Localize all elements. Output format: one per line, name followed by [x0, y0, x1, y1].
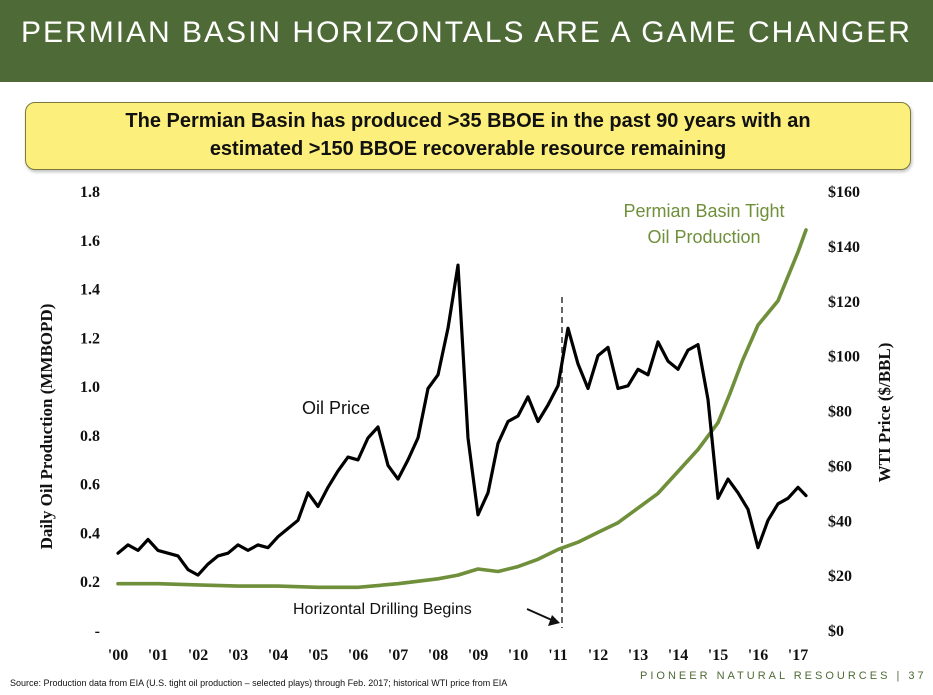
tight-oil-annotation-line-2: Oil Production — [647, 227, 760, 247]
x-tick-label: '01 — [148, 647, 168, 664]
x-tick-label: '11 — [548, 647, 568, 664]
drilling-annotation: Horizontal Drilling Begins — [293, 601, 472, 618]
x-tick-label: '09 — [468, 647, 488, 664]
y-left-tick-label: 0.6 — [80, 477, 100, 494]
callout-box: The Permian Basin has produced >35 BBOE … — [25, 102, 911, 170]
x-tick-label: '04 — [268, 647, 288, 664]
tight-oil-production-line — [116, 228, 808, 590]
y-left-tick-label: 1.2 — [80, 330, 100, 347]
y-right-axis-title: WTI Price ($/BBL) — [875, 343, 894, 483]
x-tick-label: '10 — [508, 647, 528, 664]
y-left-axis-title: Daily Oil Production (MMBOPD) — [37, 304, 56, 550]
x-tick-label: '05 — [308, 647, 328, 664]
y-right-tick-label: $80 — [828, 404, 852, 421]
y-right-tick-label: $60 — [828, 458, 852, 475]
y-left-tick-label: 0.4 — [80, 525, 100, 542]
y-left-tick-label: 1.4 — [80, 282, 100, 299]
x-tick-label: '06 — [348, 647, 368, 664]
y-right-tick-label: $40 — [828, 513, 852, 530]
y-right-tick-label: $20 — [828, 568, 852, 585]
callout-line-2: estimated >150 BBOE recoverable resource… — [209, 138, 727, 160]
slide-title: PERMIAN BASIN HORIZONTALS ARE A GAME CHA… — [21, 16, 912, 49]
y-right-tick-label: $160 — [828, 184, 860, 201]
y-left-tick-label: 1.8 — [80, 184, 100, 201]
y-left-tick-label: 0.2 — [80, 574, 100, 591]
source-note: Source: Production data from EIA (U.S. t… — [10, 678, 508, 688]
oil-price-line — [116, 263, 808, 577]
y-left-tick-label: 1.0 — [80, 379, 100, 396]
x-tick-label: '17 — [788, 647, 808, 664]
x-tick-label: '15 — [708, 647, 728, 664]
drilling-arrow-shaft — [526, 608, 555, 622]
y-right-tick-label: $0 — [828, 623, 844, 640]
y-left-tick-label: 1.6 — [80, 233, 100, 250]
y-left-tick-label: 0.8 — [80, 428, 100, 445]
x-tick-label: '08 — [428, 647, 448, 664]
x-tick-label: '16 — [748, 647, 768, 664]
y-right-tick-label: $100 — [828, 349, 860, 366]
x-tick-label: '14 — [668, 647, 688, 664]
tight-oil-annotation-line-1: Permian Basin Tight — [623, 201, 784, 221]
oil-price-annotation: Oil Price — [302, 398, 370, 418]
x-tick-label: '12 — [588, 647, 608, 664]
drilling-arrow-head — [548, 615, 560, 626]
x-tick-label: '00 — [108, 647, 128, 664]
y-left-tick-label: - — [95, 623, 100, 640]
y-right-tick-label: $120 — [828, 294, 860, 311]
x-tick-label: '13 — [628, 647, 648, 664]
brand-footer: PIONEER NATURAL RESOURCES | 37 — [640, 670, 927, 682]
x-tick-label: '03 — [228, 647, 248, 664]
x-tick-label: '02 — [188, 647, 208, 664]
x-tick-label: '07 — [388, 647, 408, 664]
slide-header: PERMIAN BASIN HORIZONTALS ARE A GAME CHA… — [0, 0, 933, 82]
y-right-tick-label: $140 — [828, 239, 860, 256]
callout-line-1: The Permian Basin has produced >35 BBOE … — [125, 110, 811, 132]
